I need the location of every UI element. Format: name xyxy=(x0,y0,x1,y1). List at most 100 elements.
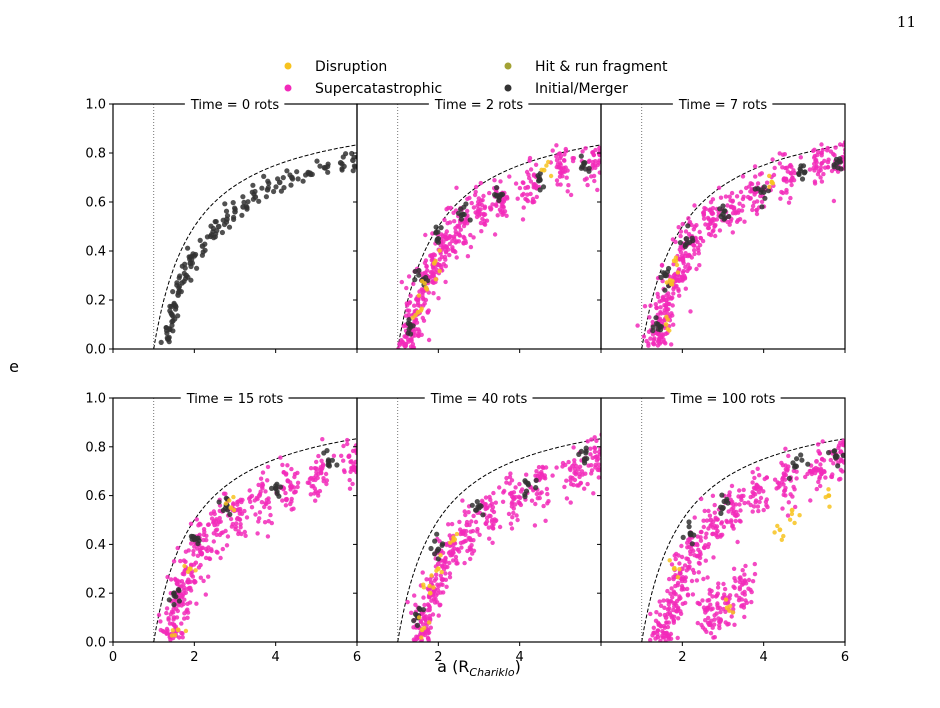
scatter-point xyxy=(273,184,279,190)
scatter-point xyxy=(809,469,814,474)
scatter-point xyxy=(701,524,706,530)
scatter-point xyxy=(405,308,410,313)
scatter-point xyxy=(679,543,684,549)
legend-entry: Initial/Merger xyxy=(504,81,628,97)
scatter-point xyxy=(695,600,700,606)
scatter-point xyxy=(253,512,258,517)
scatter-point xyxy=(543,465,549,470)
scatter-point xyxy=(580,149,585,154)
scatter-point xyxy=(671,291,676,296)
scatter-point xyxy=(311,483,316,489)
scatter-point xyxy=(525,482,532,488)
scatter-point xyxy=(320,437,325,442)
scatter-point xyxy=(479,229,484,234)
scatter-point xyxy=(819,161,825,166)
scatter-point xyxy=(416,333,421,338)
scatter-point xyxy=(475,203,480,208)
scatter-point xyxy=(675,575,681,580)
scatter-point xyxy=(522,494,528,500)
scatter-point xyxy=(517,481,522,487)
scatter-point xyxy=(684,556,689,561)
scatter-point xyxy=(550,473,555,478)
scatter-point xyxy=(428,625,433,630)
scatter-point xyxy=(783,446,788,451)
scatter-point xyxy=(585,182,590,188)
scatter-point xyxy=(228,516,234,522)
scatter-point xyxy=(506,511,512,517)
scatter-point xyxy=(677,567,682,572)
scatter-point xyxy=(658,305,663,310)
scatter-point xyxy=(222,201,228,207)
scatter-point xyxy=(451,210,456,215)
scatter-point xyxy=(413,602,418,607)
scatter-point xyxy=(300,178,306,184)
scatter-point xyxy=(849,164,853,168)
panel-title: Time = 40 rots xyxy=(430,392,528,407)
scatter-points xyxy=(405,432,601,642)
scatter-point xyxy=(513,485,518,490)
scatter-point xyxy=(540,184,547,190)
scatter-point xyxy=(442,217,447,223)
scatter-point xyxy=(454,232,459,237)
scatter-point xyxy=(158,619,163,624)
scatter-point xyxy=(408,331,414,337)
scatter-point xyxy=(454,255,459,260)
scatter-point xyxy=(518,495,523,500)
scatter-point xyxy=(752,475,757,481)
scatter-point xyxy=(662,625,668,630)
scatter-point xyxy=(417,329,422,334)
scatter-point xyxy=(173,576,178,582)
scatter-point xyxy=(559,170,564,176)
scatter-point xyxy=(434,572,439,577)
scatter-point xyxy=(742,219,747,224)
scatter-point xyxy=(752,164,758,169)
scatter-point xyxy=(726,213,732,220)
scatter-point xyxy=(787,517,793,522)
scatter-points xyxy=(156,437,362,642)
scatter-point xyxy=(786,475,793,481)
scatter-point xyxy=(473,519,479,525)
scatter-point xyxy=(709,209,714,214)
scatter-point xyxy=(434,531,440,537)
scatter-point xyxy=(504,480,509,485)
scatter-point xyxy=(708,523,713,528)
scatter-point xyxy=(358,478,362,482)
scatter-point xyxy=(654,610,659,615)
scatter-point xyxy=(436,613,441,618)
scatter-point xyxy=(808,498,813,503)
scatter-point xyxy=(420,570,425,575)
scatter-point xyxy=(694,266,699,272)
scatter-point xyxy=(543,518,548,523)
scatter-point xyxy=(748,494,753,500)
scatter-point xyxy=(402,342,408,347)
scatter-point xyxy=(729,614,734,619)
scatter-point xyxy=(564,496,570,501)
scatter-point xyxy=(183,628,189,634)
scatter-point xyxy=(486,525,492,530)
scatter-point xyxy=(172,633,178,638)
scatter-point xyxy=(758,485,763,491)
scatter-point xyxy=(411,281,416,287)
scatter-point xyxy=(847,178,851,182)
scatter-point xyxy=(738,189,744,195)
scatter-point xyxy=(833,145,838,150)
scatter-point xyxy=(708,200,714,205)
scatter-point xyxy=(731,206,736,211)
scatter-point xyxy=(292,490,298,495)
scatter-point xyxy=(468,244,474,250)
scatter-point xyxy=(421,595,426,600)
scatter-points xyxy=(158,150,357,345)
scatter-point xyxy=(500,201,505,206)
scatter-point xyxy=(476,196,481,201)
scatter-point xyxy=(737,595,742,601)
scatter-point xyxy=(723,194,729,199)
scatter-point xyxy=(737,502,742,507)
scatter-point xyxy=(714,593,720,598)
scatter-point xyxy=(171,602,177,608)
scatter-point xyxy=(752,192,757,197)
scatter-point xyxy=(711,228,716,233)
scatter-point xyxy=(721,524,727,530)
scatter-point xyxy=(537,491,543,496)
scatter-point xyxy=(527,175,532,181)
